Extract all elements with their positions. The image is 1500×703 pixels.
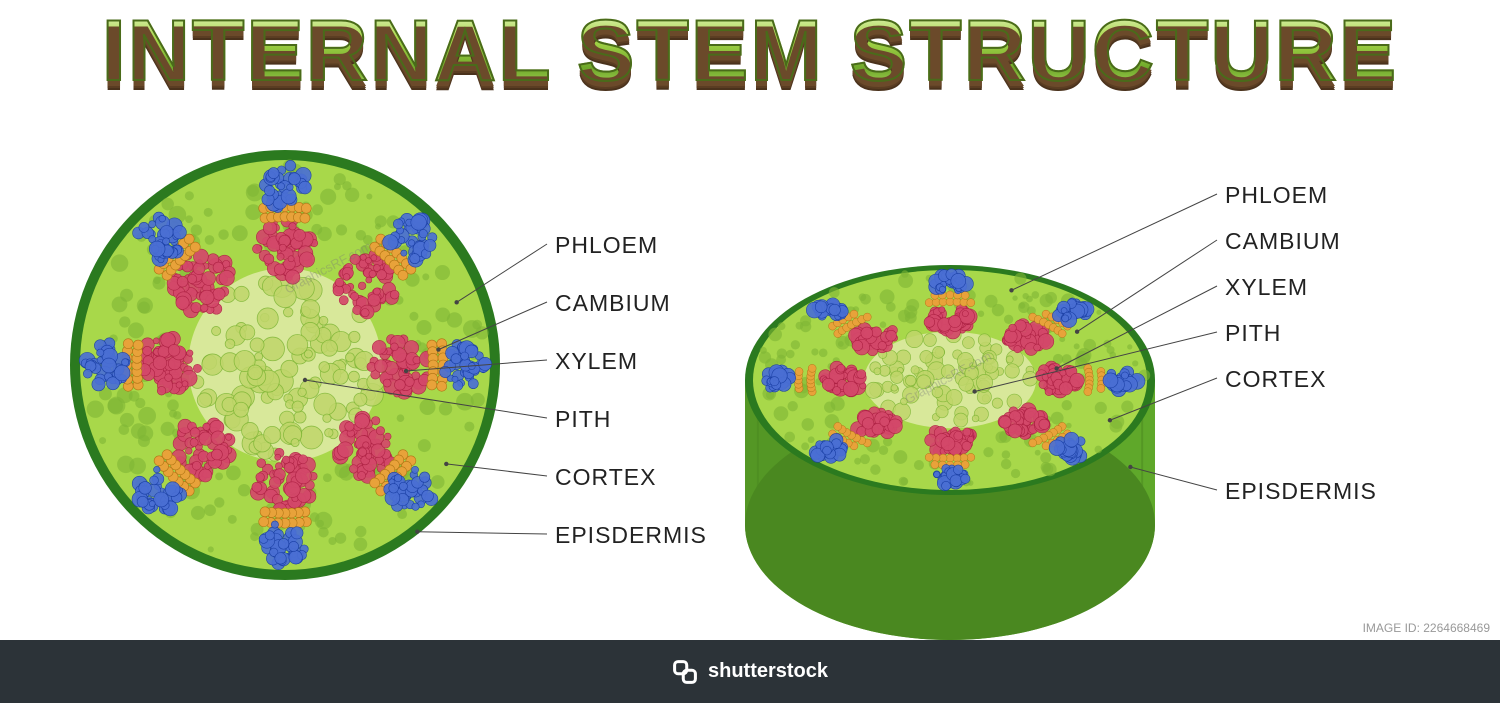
- label-episdermis: EPISDERMIS: [1225, 478, 1377, 505]
- label-phloem: PHLOEM: [1225, 182, 1328, 209]
- label-cortex: CORTEX: [1225, 366, 1326, 393]
- footer-brand: shutterstock: [708, 660, 828, 683]
- label-cambium: CAMBIUM: [1225, 228, 1341, 255]
- diagram-canvas: PHLOEM CAMBIUM XYLEM PITH CORTEX EPISDERMIS PH…: [0, 110, 1500, 640]
- label-pith: PITH: [1225, 320, 1281, 347]
- label-pith: PITH: [555, 406, 611, 433]
- label-cortex: CORTEX: [555, 464, 656, 491]
- title-text: INTERNAL STEM STRUCTURE: [102, 8, 1398, 94]
- footer-bar: shutterstock: [0, 640, 1500, 703]
- image-id: IMAGE ID: 2264668469: [1363, 621, 1490, 635]
- label-xylem: XYLEM: [555, 348, 638, 375]
- label-episdermis: EPISDERMIS: [555, 522, 707, 549]
- page-title: INTERNAL STEM STRUCTURE: [0, 8, 1500, 94]
- label-phloem: PHLOEM: [555, 232, 658, 259]
- label-cambium: CAMBIUM: [555, 290, 671, 317]
- label-xylem: XYLEM: [1225, 274, 1308, 301]
- shutterstock-icon: [672, 659, 698, 685]
